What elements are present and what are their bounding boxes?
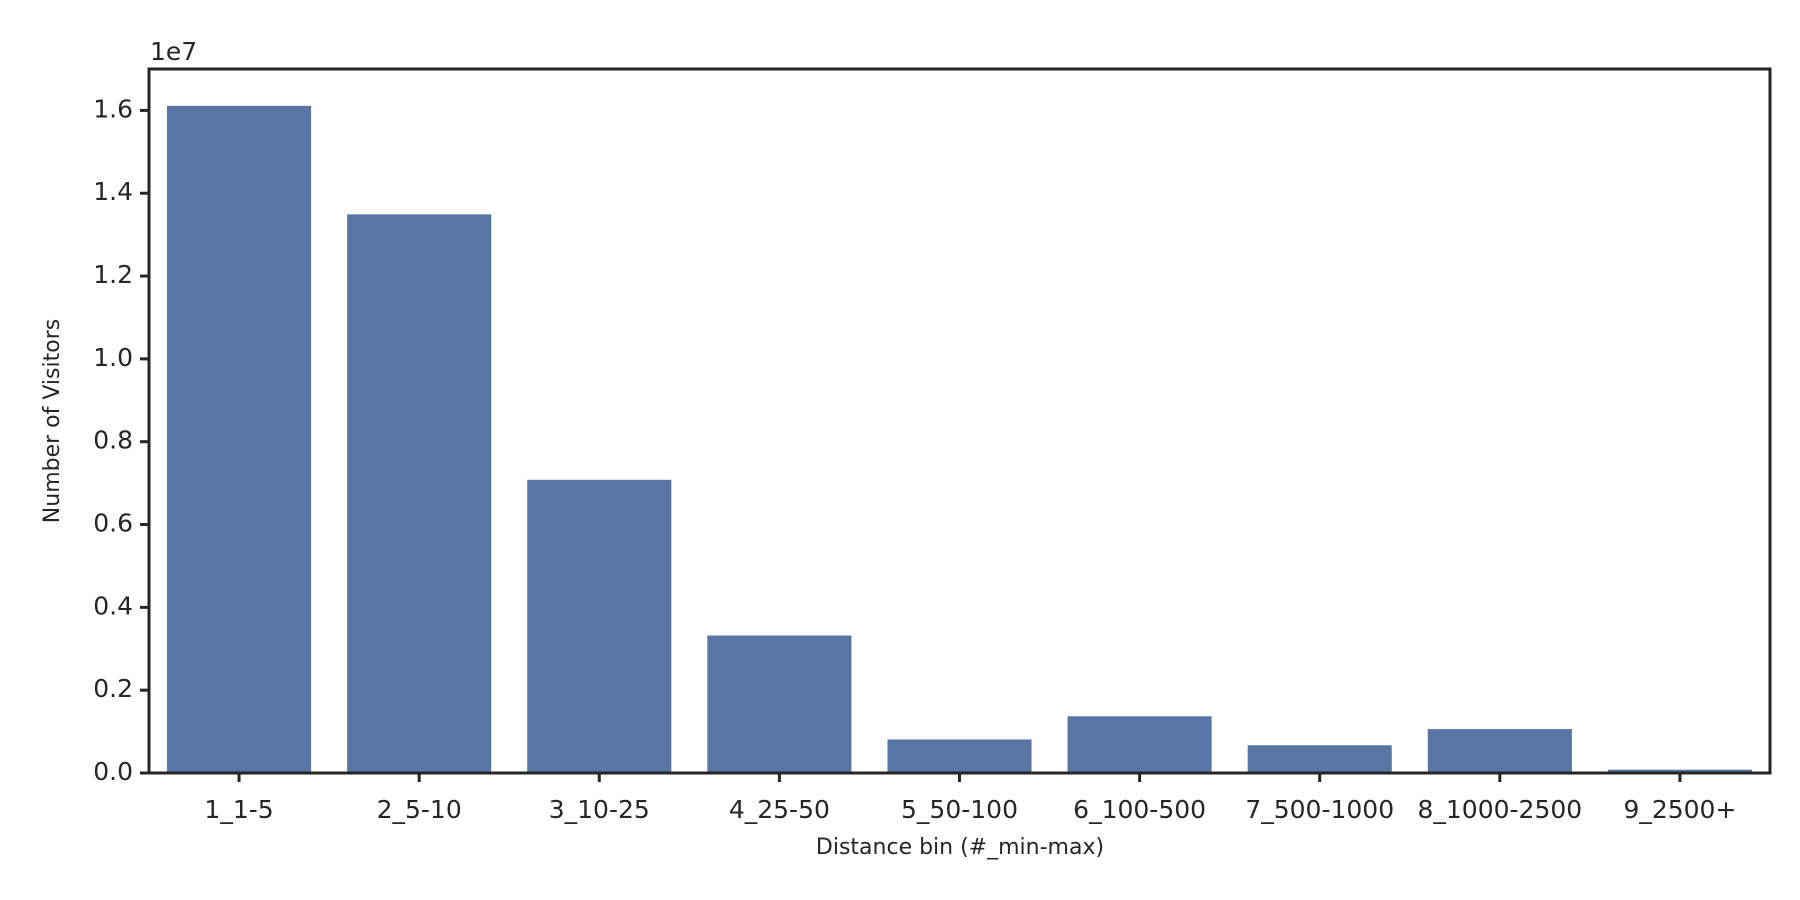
x-tick-label: 2_5-10 <box>377 795 462 824</box>
x-tick-label: 7_500-1000 <box>1245 795 1394 824</box>
axes-frame <box>147 67 1772 775</box>
bar <box>167 105 312 774</box>
y-tick-label: 0.2 <box>93 674 133 703</box>
bar <box>1067 716 1212 773</box>
y-tick-label: 0.8 <box>93 426 133 455</box>
x-tick-label: 5_50-100 <box>901 795 1018 824</box>
bar <box>1427 729 1572 773</box>
x-tick-label: 1_1-5 <box>204 795 273 824</box>
x-axis-label: Distance bin (#_min-max) <box>816 835 1104 860</box>
y-tick-label: 1.0 <box>93 343 133 372</box>
bar <box>1247 745 1392 773</box>
bar <box>707 635 852 773</box>
bar <box>347 214 492 774</box>
x-tick-label: 3_10-25 <box>549 795 650 824</box>
y-tick-label: 0.4 <box>93 591 133 620</box>
x-tick-label: 6_100-500 <box>1073 795 1206 824</box>
y-tick-label: 1.4 <box>93 177 133 206</box>
bar <box>887 739 1032 773</box>
bar <box>527 479 672 773</box>
y-tick-label: 0.6 <box>93 509 133 538</box>
x-tick-label: 9_2500+ <box>1623 795 1736 824</box>
y-offset-label: 1e7 <box>150 37 197 66</box>
y-axis-label: Number of Visitors <box>40 319 65 523</box>
bar <box>1607 769 1752 773</box>
x-tick-label: 4_25-50 <box>729 795 830 824</box>
y-tick-label: 1.2 <box>93 260 133 289</box>
x-tick-label: 8_1000-2500 <box>1417 795 1582 824</box>
y-tick-label: 1.6 <box>93 94 133 123</box>
y-tick-label: 0.0 <box>93 757 133 786</box>
